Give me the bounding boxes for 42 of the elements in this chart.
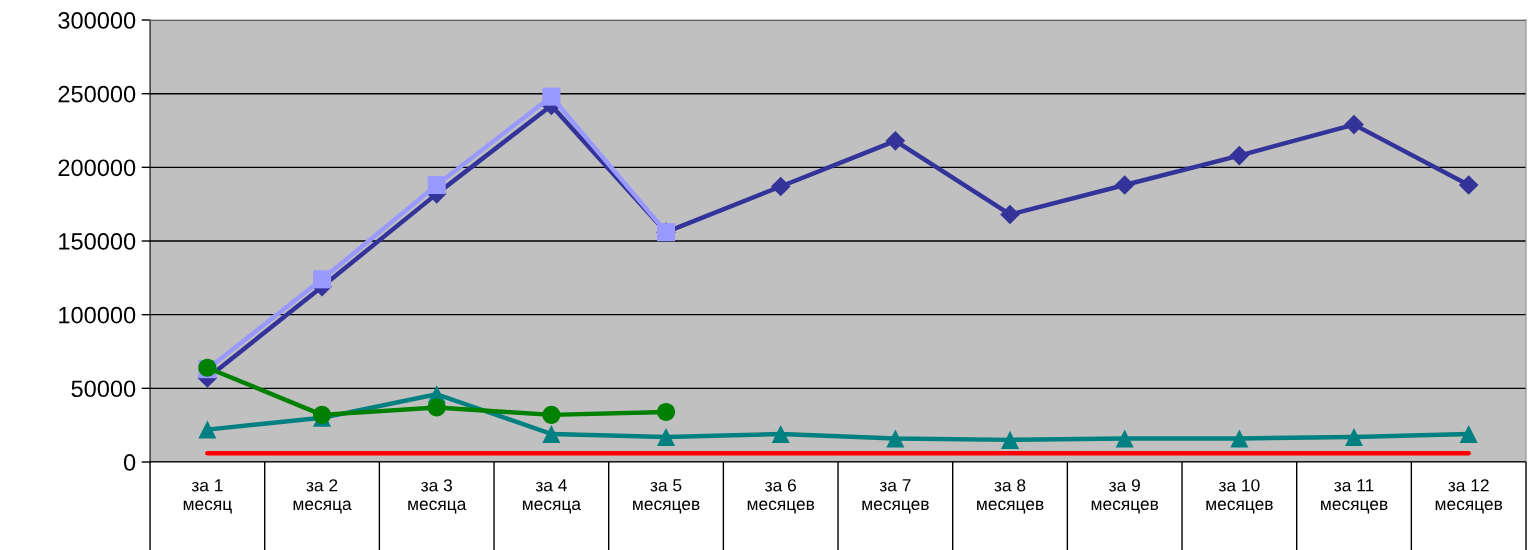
point: [1115, 429, 1134, 448]
x-tick-label: за 8 месяцев: [977, 479, 1044, 514]
point: [1229, 145, 1250, 166]
y-tick-label: 0: [123, 454, 136, 471]
point: [657, 402, 676, 421]
point: [770, 176, 791, 197]
point: [1459, 424, 1478, 444]
point: [427, 398, 446, 417]
y-tick-label: 200000: [58, 159, 136, 177]
x-tick-label: за 4 месяца: [522, 479, 582, 514]
x-tick-label: за 7 месяцев: [862, 479, 929, 514]
y-tick-label: 300000: [58, 12, 136, 29]
x-tick-label: за 10 месяцев: [1206, 479, 1273, 514]
point: [1000, 204, 1020, 225]
x-tick-label: за 12 месяцев: [1435, 479, 1503, 514]
y-tick-label: 250000: [58, 85, 136, 103]
point: [1230, 429, 1249, 448]
point: [1458, 175, 1479, 195]
point: [1344, 114, 1364, 135]
point: [771, 424, 790, 444]
point: [1001, 430, 1020, 449]
point: [542, 87, 561, 106]
x-tick-label: за 11 месяцев: [1321, 479, 1388, 514]
point: [1114, 175, 1135, 195]
point: [886, 429, 905, 448]
point: [542, 424, 561, 444]
x-tick-label: за 5 месяцев: [633, 479, 700, 514]
x-tick-label: за 9 месяцев: [1091, 479, 1159, 514]
point: [542, 405, 561, 424]
point: [1344, 427, 1364, 446]
point: [427, 176, 446, 195]
x-tick-label: за 1 месяц: [183, 479, 232, 514]
x-tick-label: за 2 месяца: [293, 479, 352, 514]
point: [885, 131, 906, 151]
y-tick-label: 50000: [71, 380, 136, 398]
point: [198, 420, 217, 439]
x-tick-label: за 6 месяцев: [747, 479, 815, 514]
point: [313, 270, 332, 289]
x-tick-label: за 3 месяца: [408, 479, 467, 514]
y-tick-label: 150000: [59, 233, 136, 250]
point: [657, 427, 676, 446]
y-tick-label: 100000: [59, 306, 136, 324]
